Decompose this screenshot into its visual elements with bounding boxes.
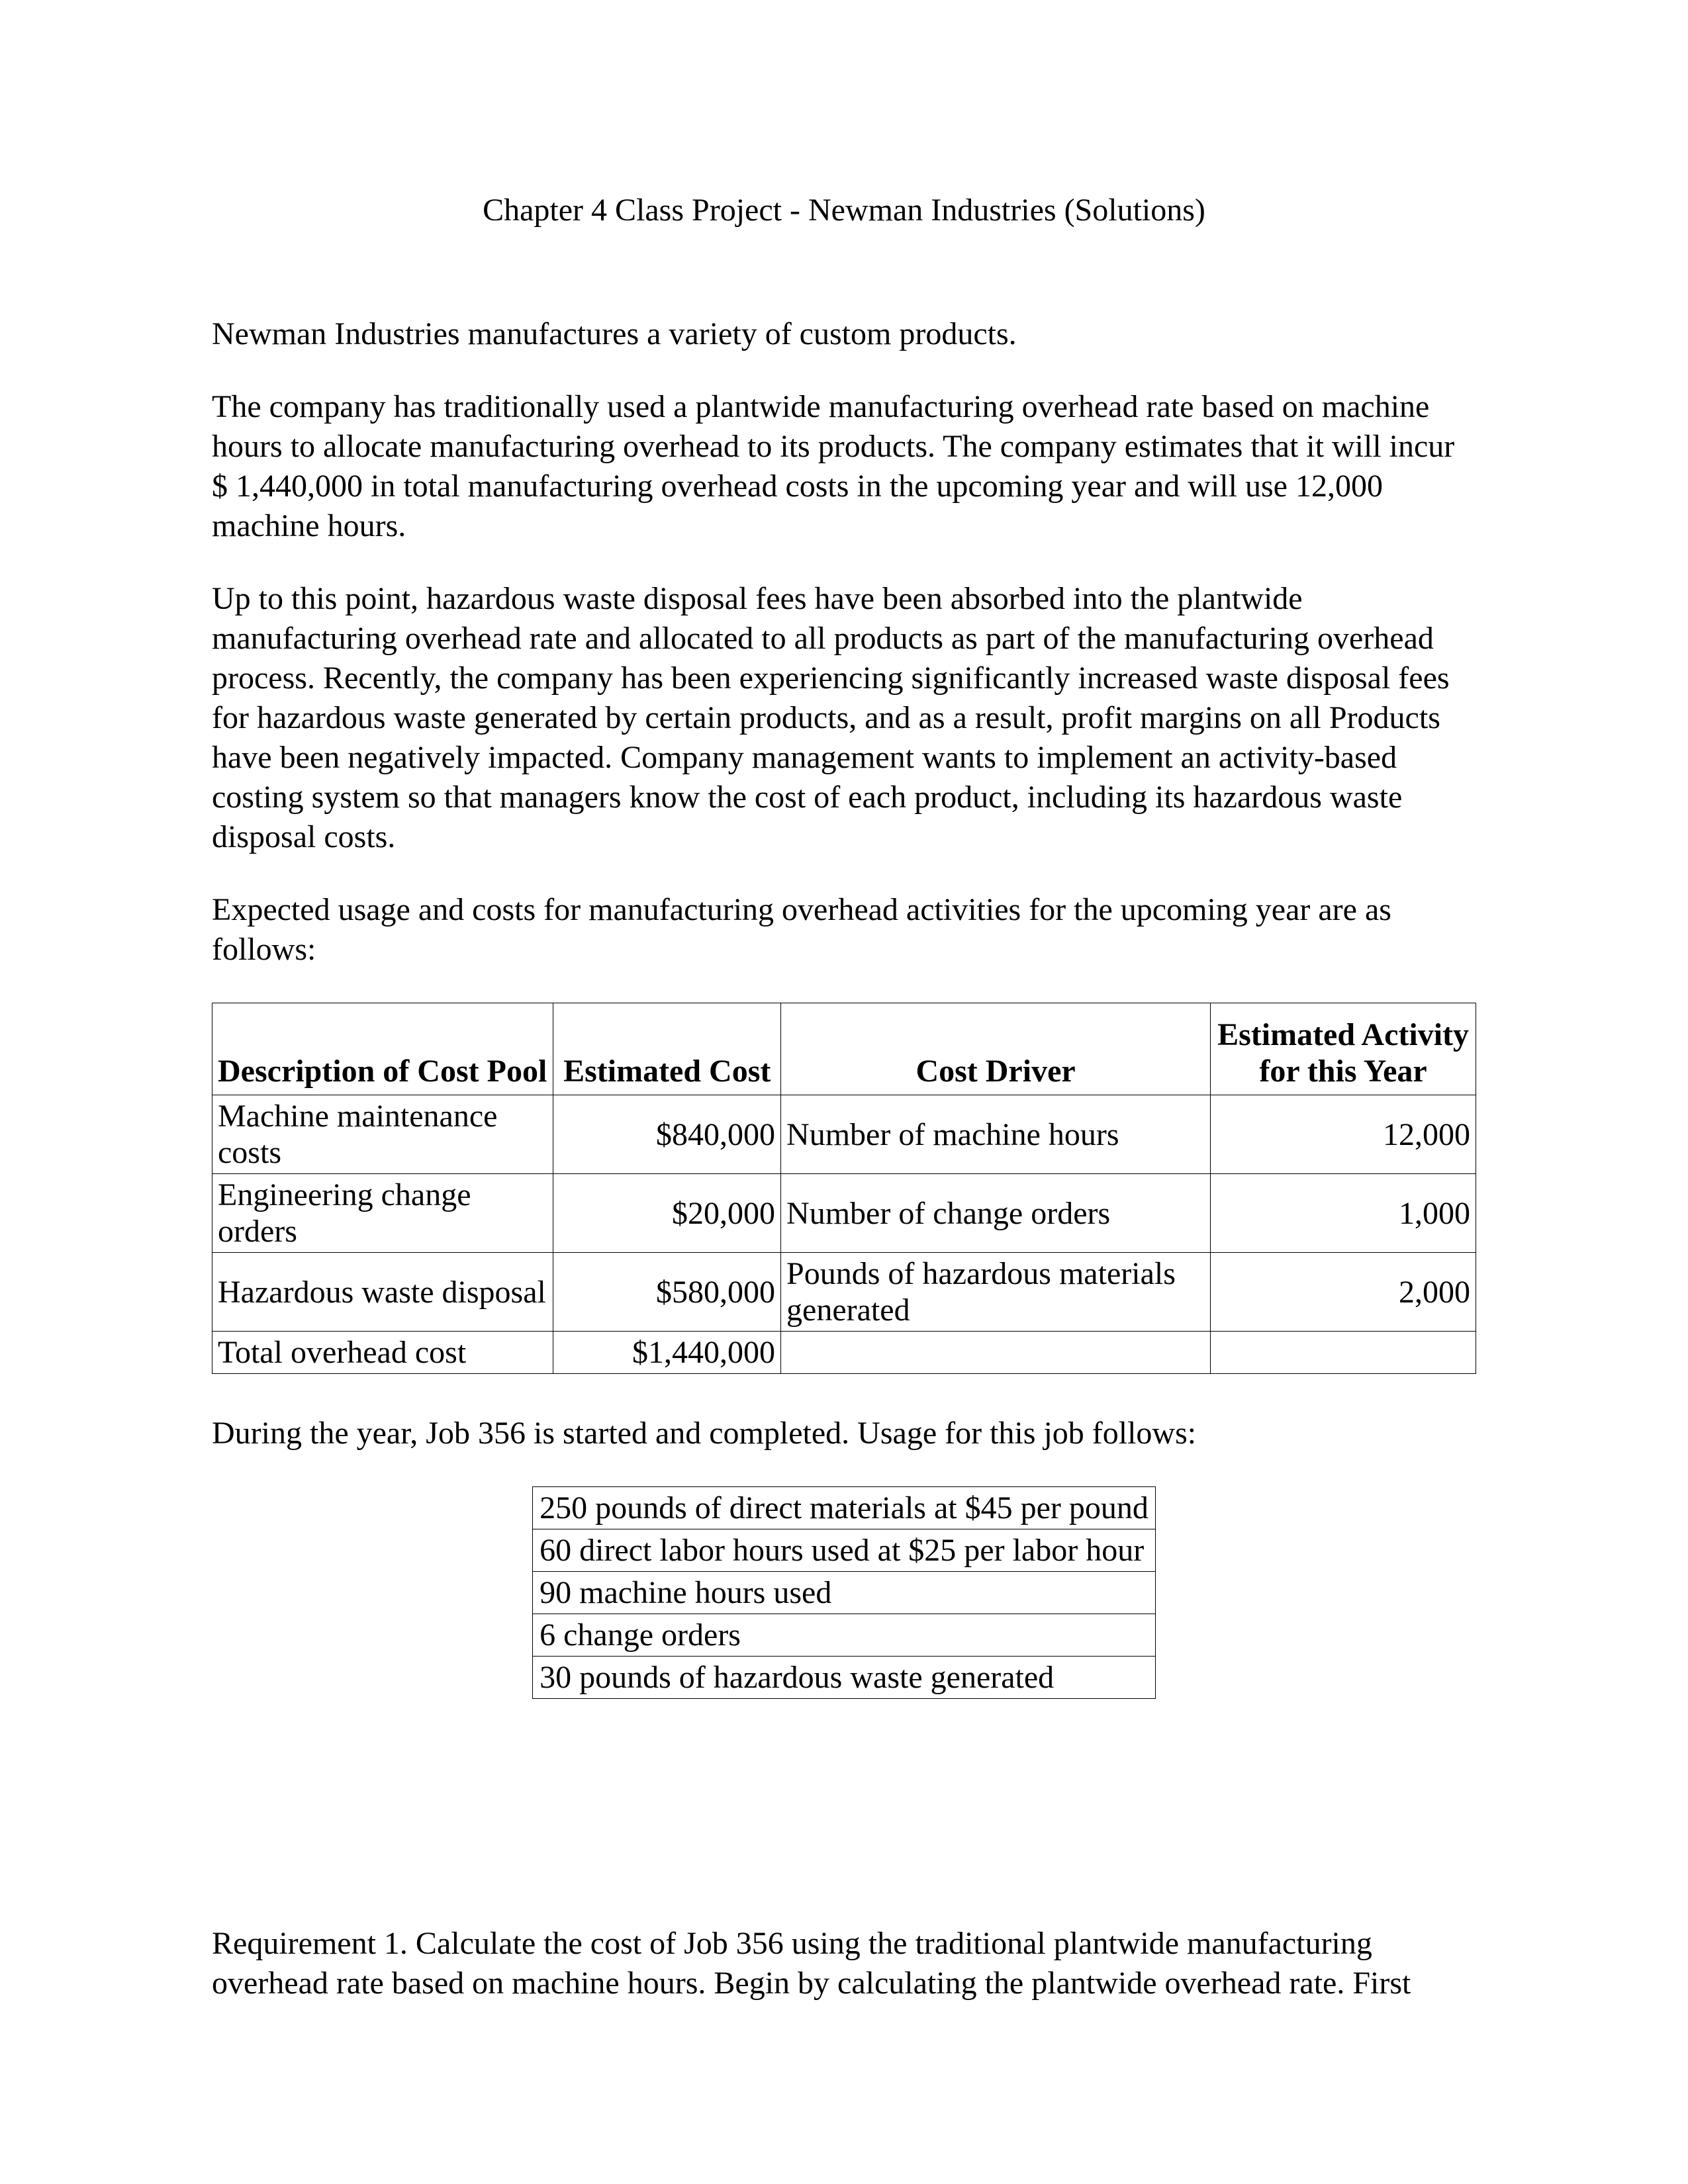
cell-activity xyxy=(1211,1332,1476,1374)
usage-item: 90 machine hours used xyxy=(533,1572,1156,1614)
usage-item: 250 pounds of direct materials at $45 pe… xyxy=(533,1487,1156,1529)
header-description: Description of Cost Pool xyxy=(212,1003,553,1095)
cell-cost: $20,000 xyxy=(553,1174,781,1253)
intro-paragraph-1: Newman Industries manufactures a variety… xyxy=(212,314,1476,354)
cell-description: Engineering change orders xyxy=(212,1174,553,1253)
cell-driver: Number of machine hours xyxy=(781,1095,1211,1174)
table-row: 60 direct labor hours used at $25 per la… xyxy=(533,1529,1156,1572)
job-usage-intro: During the year, Job 356 is started and … xyxy=(212,1414,1476,1453)
usage-item: 6 change orders xyxy=(533,1614,1156,1657)
table-row: 250 pounds of direct materials at $45 pe… xyxy=(533,1487,1156,1529)
page-title: Chapter 4 Class Project - Newman Industr… xyxy=(212,192,1476,228)
cell-activity: 12,000 xyxy=(1211,1095,1476,1174)
usage-item: 30 pounds of hazardous waste generated xyxy=(533,1657,1156,1699)
intro-paragraph-2: The company has traditionally used a pla… xyxy=(212,387,1476,546)
table-row: 6 change orders xyxy=(533,1614,1156,1657)
table-row: Engineering change orders $20,000 Number… xyxy=(212,1174,1476,1253)
cell-cost: $1,440,000 xyxy=(553,1332,781,1374)
intro-paragraph-3: Up to this point, hazardous waste dispos… xyxy=(212,579,1476,857)
table-row: Total overhead cost $1,440,000 xyxy=(212,1332,1476,1374)
requirement-1: Requirement 1. Calculate the cost of Job… xyxy=(212,1924,1476,2003)
table-row: Hazardous waste disposal $580,000 Pounds… xyxy=(212,1253,1476,1332)
cell-description: Hazardous waste disposal xyxy=(212,1253,553,1332)
header-estimated-activity: Estimated Activity for this Year xyxy=(1211,1003,1476,1095)
header-cost-driver: Cost Driver xyxy=(781,1003,1211,1095)
cost-pool-table: Description of Cost Pool Estimated Cost … xyxy=(212,1003,1476,1374)
cell-description: Total overhead cost xyxy=(212,1332,553,1374)
table-row: 90 machine hours used xyxy=(533,1572,1156,1614)
cell-activity: 2,000 xyxy=(1211,1253,1476,1332)
cell-cost: $840,000 xyxy=(553,1095,781,1174)
cell-driver: Pounds of hazardous materials generated xyxy=(781,1253,1211,1332)
usage-item: 60 direct labor hours used at $25 per la… xyxy=(533,1529,1156,1572)
cell-activity: 1,000 xyxy=(1211,1174,1476,1253)
cell-driver: Number of change orders xyxy=(781,1174,1211,1253)
table-row: Machine maintenance costs $840,000 Numbe… xyxy=(212,1095,1476,1174)
table-row: 30 pounds of hazardous waste generated xyxy=(533,1657,1156,1699)
job-usage-table: 250 pounds of direct materials at $45 pe… xyxy=(532,1486,1156,1699)
cell-cost: $580,000 xyxy=(553,1253,781,1332)
header-estimated-cost: Estimated Cost xyxy=(553,1003,781,1095)
intro-paragraph-4: Expected usage and costs for manufacturi… xyxy=(212,890,1476,970)
cell-driver xyxy=(781,1332,1211,1374)
table-header-row: Description of Cost Pool Estimated Cost … xyxy=(212,1003,1476,1095)
cell-description: Machine maintenance costs xyxy=(212,1095,553,1174)
